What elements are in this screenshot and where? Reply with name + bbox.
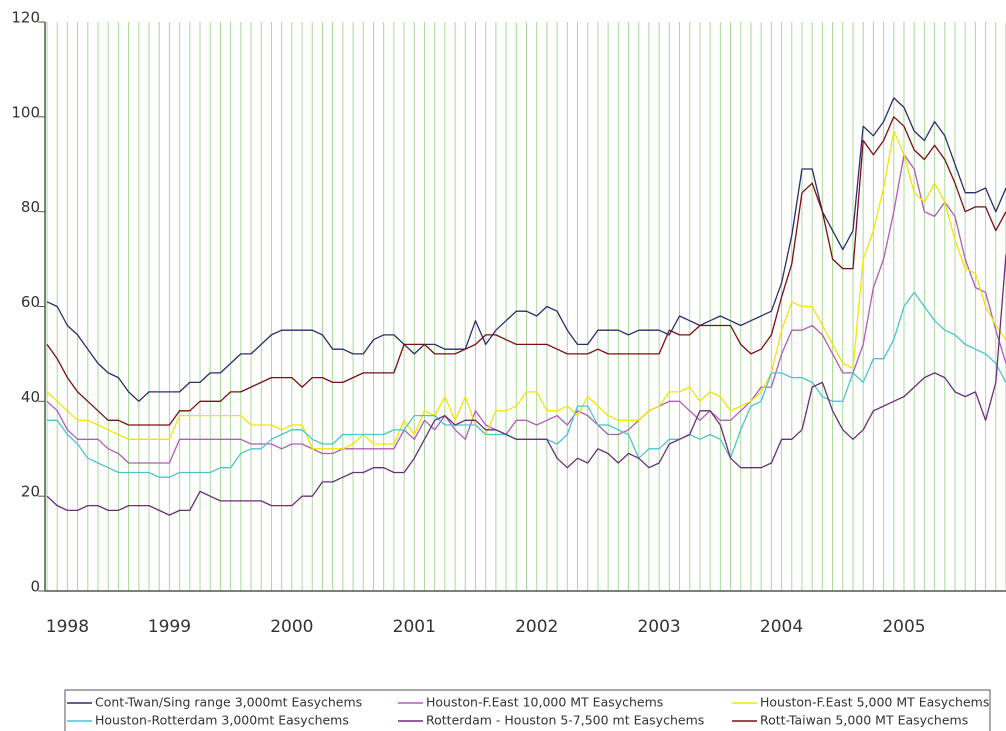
series-line (46, 254, 1006, 516)
x-tick-label: 2005 (882, 617, 925, 637)
legend-label: Rotterdam - Houston 5-7,500 mt Easychems (426, 713, 704, 728)
series-line (46, 130, 1006, 450)
legend-label: Houston-F.East 10,000 MT Easychems (426, 695, 663, 710)
legend-label: Houston-F.East 5,000 MT Easychems (760, 695, 989, 710)
series-line (46, 97, 1006, 402)
legend-box (64, 689, 991, 731)
y-tick-label: 20 (21, 483, 40, 501)
y-tick-label: 120 (11, 9, 40, 27)
y-tick-label: 0 (30, 578, 40, 596)
x-tick-label: 1999 (148, 617, 191, 637)
legend-label: Cont-Twan/Sing range 3,000mt Easychems (95, 695, 362, 710)
series-line (46, 154, 1006, 464)
x-tick-label: 2003 (637, 617, 680, 637)
x-tick-label: 2001 (393, 617, 436, 637)
x-tick-label: 2000 (270, 617, 313, 637)
x-tick-label: 1998 (46, 617, 89, 637)
y-tick-label: 80 (21, 198, 40, 216)
x-tick-label: 2004 (760, 617, 803, 637)
series-line (46, 116, 1006, 426)
y-tick-label: 40 (21, 388, 40, 406)
legend-label: Rott-Taiwan 5,000 MT Easychems (760, 713, 968, 728)
legend-label: Houston-Rotterdam 3,000mt Easychems (95, 713, 349, 728)
y-tick-label: 60 (21, 293, 40, 311)
y-tick-label: 100 (11, 103, 40, 121)
x-tick-label: 2002 (515, 617, 558, 637)
